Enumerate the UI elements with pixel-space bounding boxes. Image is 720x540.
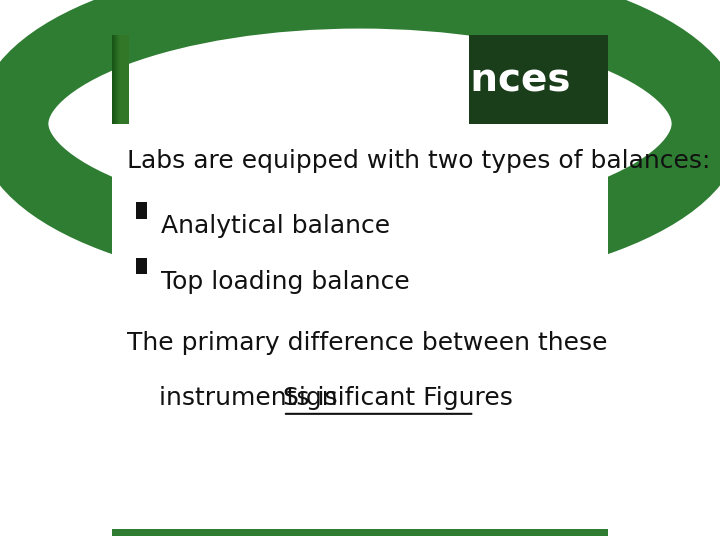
Bar [114,35,122,124]
Bar [120,35,128,124]
Bar [117,35,125,124]
Bar [113,35,122,124]
Bar [120,35,128,124]
Bar [117,35,126,124]
Bar [114,35,123,124]
Text: instruments is: instruments is [127,386,345,410]
Bar [114,35,122,124]
Bar [112,35,120,124]
Bar [114,35,123,124]
Text: Types of Balances: Types of Balances [180,60,570,98]
Bar [118,35,127,124]
Bar [117,35,126,124]
Bar [115,35,125,124]
Bar [118,35,127,124]
Bar [117,35,125,124]
Bar [119,35,127,124]
Bar [116,35,125,124]
Bar [120,35,128,124]
Bar [115,35,124,124]
Bar [112,529,608,536]
Bar [115,35,124,124]
Bar [112,35,121,124]
Bar [114,35,122,124]
Bar [112,35,122,124]
Bar [114,35,122,124]
Bar [113,35,122,124]
Bar [112,35,121,124]
Bar [118,35,127,124]
Bar [113,35,122,124]
Bar [119,35,128,124]
Bar [114,35,123,124]
Text: Significant Figures: Significant Figures [283,386,513,410]
Bar [115,35,124,124]
Bar [136,258,148,274]
Bar [118,35,127,124]
Bar [112,35,121,124]
Text: Top loading balance: Top loading balance [161,270,410,294]
Bar [114,35,123,124]
Bar [117,35,126,124]
Bar [119,35,127,124]
Bar [116,35,125,124]
Bar [469,35,608,124]
Bar [120,35,128,124]
Bar [136,202,148,219]
Bar [112,35,121,124]
Bar [116,35,125,124]
Bar [112,159,608,540]
Bar [119,35,127,124]
Bar [113,35,122,124]
Bar [116,35,125,124]
Text: The primary difference between these: The primary difference between these [127,330,607,355]
Bar [116,35,125,124]
Bar [112,35,121,124]
Bar [117,35,125,124]
Bar [114,35,124,124]
Bar [112,35,120,124]
Bar [117,35,127,124]
Bar [120,35,128,124]
Bar [117,35,126,124]
Text: Labs are equipped with two types of balances:: Labs are equipped with two types of bala… [127,149,710,173]
Bar [117,35,126,124]
Bar [115,35,124,124]
Bar [118,35,127,124]
Bar [114,35,123,124]
Bar [113,35,122,124]
Bar [117,35,125,124]
Bar [119,35,127,124]
Bar [113,35,122,124]
Bar [117,35,125,124]
Text: Analytical balance: Analytical balance [161,214,390,239]
